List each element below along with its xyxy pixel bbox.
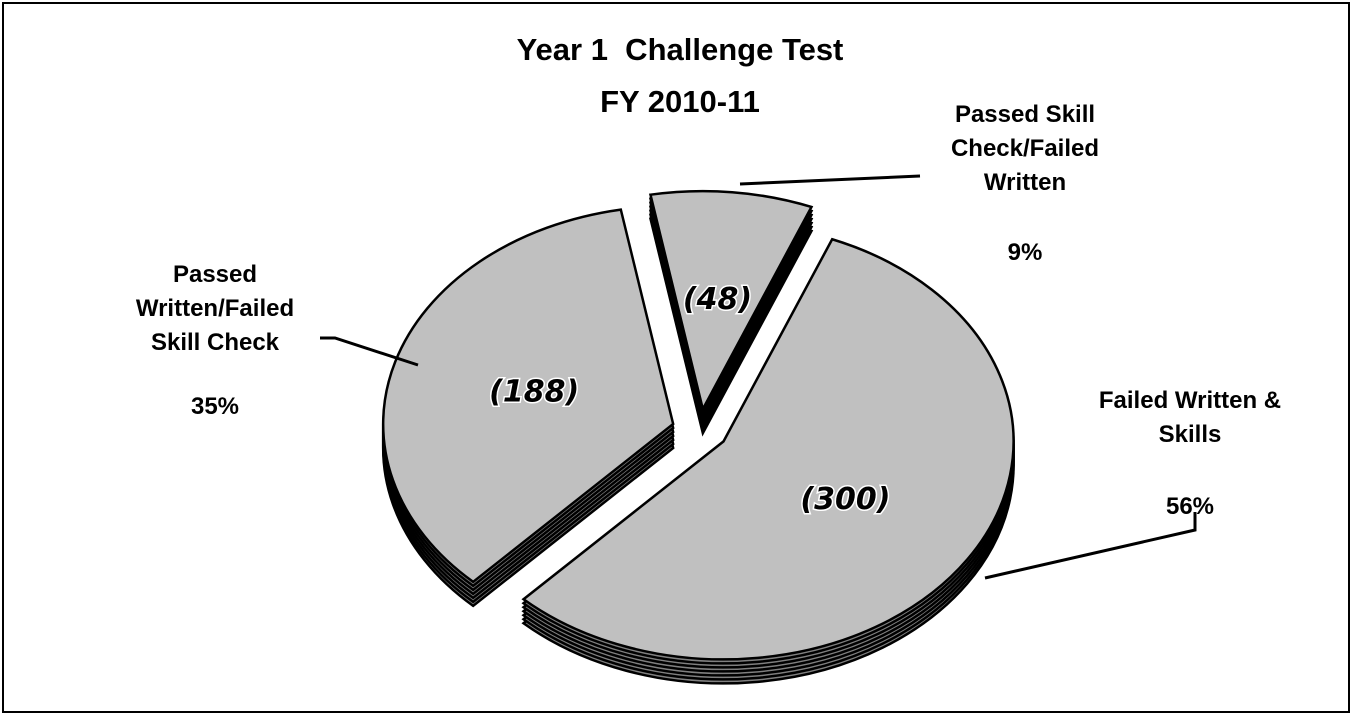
leader-line bbox=[984, 512, 1197, 580]
percent-label: 56% bbox=[1165, 493, 1215, 520]
count-label: (300) bbox=[800, 482, 890, 517]
slice-label: Failed Written & Skills bbox=[1098, 387, 1282, 448]
slice bbox=[521, 237, 1015, 661]
slice-label: Passed Skill Check/Failed Written bbox=[950, 101, 1100, 196]
leader-line bbox=[739, 174, 921, 186]
slice bbox=[648, 189, 814, 413]
count-label: (48) bbox=[683, 282, 752, 317]
count-label: (188) bbox=[489, 374, 579, 409]
chart-title: Year 1 Challenge Test bbox=[516, 32, 844, 67]
chart-subtitle: FY 2010-11 bbox=[600, 84, 760, 119]
percent-label: 35% bbox=[190, 393, 240, 420]
slice bbox=[381, 208, 675, 584]
percent-label: 9% bbox=[1007, 239, 1043, 266]
leader-line bbox=[320, 336, 419, 367]
slice-label: Passed Written/Failed Skill Check bbox=[135, 261, 295, 356]
